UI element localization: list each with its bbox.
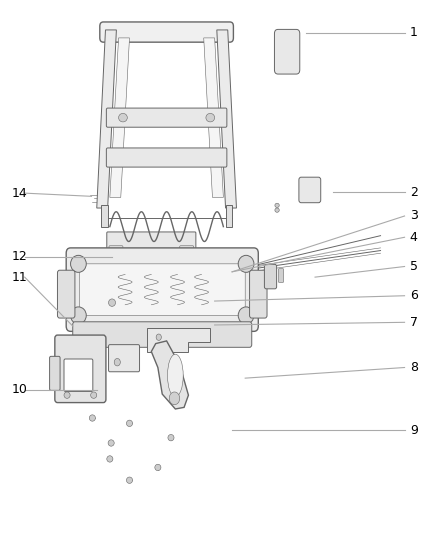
Ellipse shape [169,392,180,405]
Ellipse shape [275,208,279,212]
FancyBboxPatch shape [299,177,321,203]
Polygon shape [217,30,237,208]
Ellipse shape [127,420,133,426]
FancyBboxPatch shape [57,270,75,318]
Polygon shape [151,341,188,409]
Polygon shape [97,30,117,208]
Text: 2: 2 [410,185,418,199]
Ellipse shape [168,434,174,441]
FancyBboxPatch shape [109,246,123,259]
Text: 5: 5 [410,260,418,273]
Ellipse shape [109,299,116,306]
FancyBboxPatch shape [275,29,300,74]
Text: 12: 12 [12,251,27,263]
FancyBboxPatch shape [66,248,258,332]
Ellipse shape [156,334,161,341]
Text: 1: 1 [410,26,418,39]
Ellipse shape [238,307,254,324]
Ellipse shape [127,477,133,483]
FancyBboxPatch shape [250,270,267,318]
FancyBboxPatch shape [106,108,227,127]
Text: 9: 9 [410,424,418,437]
FancyBboxPatch shape [265,264,277,289]
Text: 10: 10 [12,383,28,397]
Polygon shape [147,328,210,352]
Ellipse shape [71,255,86,272]
FancyBboxPatch shape [64,359,93,391]
FancyBboxPatch shape [49,357,60,390]
Text: 6: 6 [410,289,418,302]
FancyBboxPatch shape [100,22,233,42]
Ellipse shape [206,114,215,122]
Ellipse shape [71,307,86,324]
Polygon shape [110,38,130,197]
Text: 14: 14 [12,187,27,200]
FancyBboxPatch shape [279,269,284,282]
Text: 11: 11 [12,271,27,284]
Text: 8: 8 [410,361,418,374]
Ellipse shape [64,392,70,398]
FancyBboxPatch shape [107,232,196,249]
Ellipse shape [176,331,179,335]
Ellipse shape [275,203,279,207]
Ellipse shape [155,464,161,471]
Text: 4: 4 [410,231,418,244]
Ellipse shape [167,354,183,397]
Ellipse shape [89,415,95,421]
Polygon shape [226,205,232,227]
Ellipse shape [114,359,120,366]
FancyBboxPatch shape [73,322,252,348]
Ellipse shape [238,255,254,272]
Ellipse shape [107,456,113,462]
Text: 3: 3 [410,209,418,222]
Polygon shape [204,38,223,197]
Text: 7: 7 [410,316,418,329]
FancyBboxPatch shape [79,264,245,316]
Polygon shape [101,205,108,227]
Ellipse shape [119,114,127,122]
Ellipse shape [91,392,97,398]
Ellipse shape [108,440,114,446]
FancyBboxPatch shape [55,335,106,402]
FancyBboxPatch shape [180,246,194,259]
FancyBboxPatch shape [109,345,140,372]
FancyBboxPatch shape [106,148,227,167]
